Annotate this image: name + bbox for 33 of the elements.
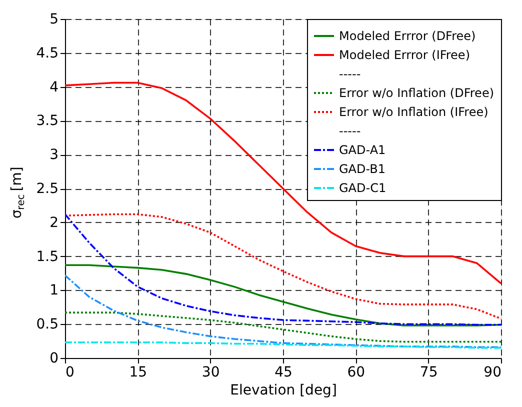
y-tick-label: 5 [50,12,58,28]
legend-label: GAD-C1 [339,181,386,195]
x-tick-label: 0 [66,364,74,380]
legend-label: Error w/o Inflation (DFree) [339,86,494,100]
x-tick-label: 60 [347,364,366,380]
y-tick-label: 3.5 [36,113,58,130]
legend-label: Modeled Errror (DFree) [339,29,476,43]
line-series [65,312,501,343]
y-tick-label: 4 [50,79,59,96]
line-series [65,274,501,348]
y-tick-label: 4.5 [36,45,58,62]
y-tick-label: 1 [50,282,58,299]
x-tick-label: 30 [202,364,220,380]
y-tick-label: 1.5 [36,248,58,265]
x-tick-label: 15 [129,364,148,380]
x-tick-label: 75 [420,364,438,380]
y-axis-title: σrec [m] [9,166,27,218]
legend-label: GAD-B1 [339,162,386,176]
legend-label: Modeled Errror (IFree) [339,48,470,62]
y-tick-label: 0 [50,350,58,366]
line-series [65,264,501,326]
x-tick-label: 45 [274,364,292,380]
x-axis-title: Elevation [deg] [230,382,337,398]
legend-label: Error w/o Inflation (IFree) [339,105,488,119]
y-tick-label: 2 [50,214,58,231]
line-series [65,82,501,284]
y-tick-label: 0.5 [36,316,58,333]
y-tick-label: 3 [50,147,58,164]
x-tick-label: 90 [484,364,502,380]
legend-label: GAD-A1 [339,143,386,157]
y-tick-label: 2.5 [36,181,58,197]
text: ----- [339,67,361,81]
text: ----- [339,124,361,138]
